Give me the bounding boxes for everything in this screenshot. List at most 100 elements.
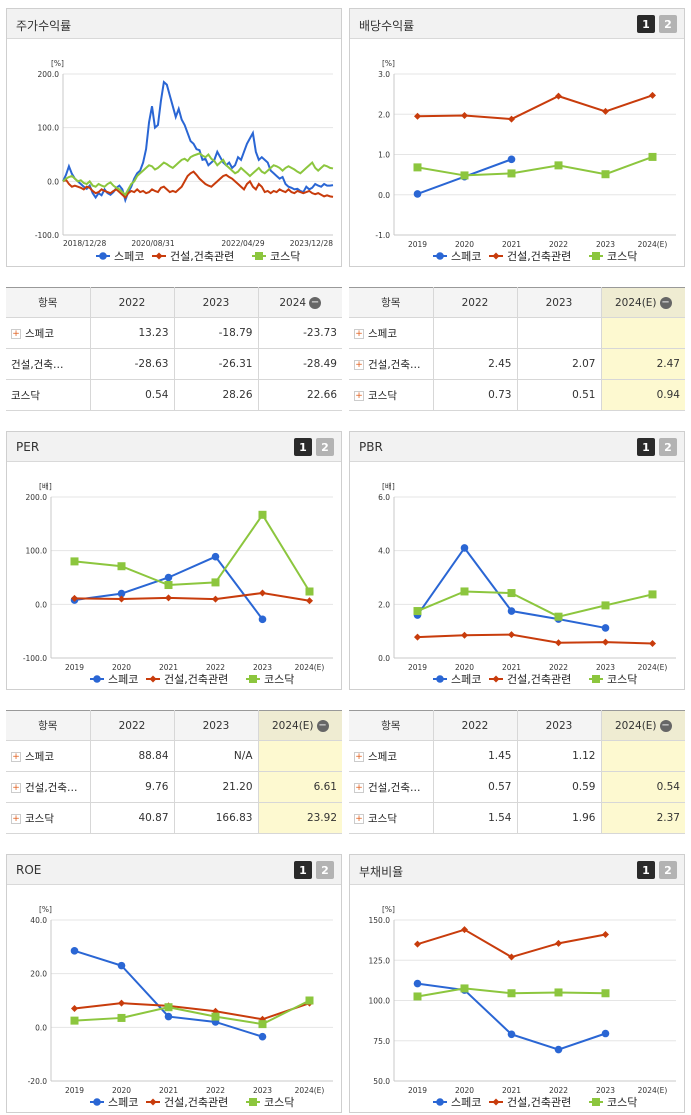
y-tick-label: 3.0 [378, 70, 390, 79]
header-label: 2024(E) [614, 296, 657, 309]
panel-title: 주가수익률 [16, 19, 72, 33]
collapse-minus-icon[interactable]: − [659, 296, 672, 309]
value-cell: 0.54 [601, 771, 685, 803]
view-2-button[interactable]: 2 [659, 861, 677, 879]
header-year: 2022 [90, 710, 175, 741]
y-tick-label: 2.0 [378, 110, 390, 119]
expand-plus-icon[interactable]: + [11, 328, 21, 339]
expand-plus-icon[interactable]: + [11, 813, 21, 824]
data-point-circle [117, 961, 126, 970]
header-label: 2024(E) [614, 719, 657, 732]
table-row: 건설,건축… -28.63 -26.31 -28.49 [6, 348, 342, 380]
data-point-square [211, 1012, 220, 1021]
value-cell: 166.83 [174, 802, 259, 834]
collapse-minus-icon[interactable]: − [309, 296, 322, 309]
x-tick-label: 2022 [206, 1086, 225, 1095]
data-point-circle [413, 979, 422, 988]
x-tick-label: 2022 [549, 663, 568, 672]
data-point-circle [601, 624, 610, 632]
header-label: 2022 [118, 719, 146, 732]
view-2-button[interactable]: 2 [659, 15, 677, 33]
header-label: 2022 [461, 296, 489, 309]
table-row: + 건설,건축… 0.57 0.59 0.54 [349, 771, 685, 803]
legend-label: 코스닥 [607, 250, 637, 263]
data-point-diamond [155, 252, 163, 260]
data-point-diamond [306, 597, 313, 605]
expand-plus-icon[interactable]: + [354, 751, 364, 762]
expand-plus-icon[interactable]: + [354, 328, 364, 339]
data-point-square [554, 612, 563, 621]
y-tick-label: 2.0 [378, 600, 390, 609]
data-point-circle [164, 573, 173, 582]
y-tick-label: 0.0 [47, 177, 59, 186]
row-name-cell: 코스닥 [6, 379, 91, 411]
table-row: + 건설,건축… 2.45 2.07 2.47 [349, 348, 685, 380]
y-tick-label: -100.0 [23, 654, 47, 663]
y-tick-label: 75.0 [373, 1037, 390, 1046]
data-point-square [413, 992, 422, 1001]
data-point-diamond [555, 639, 562, 647]
value-cell: 88.84 [90, 740, 175, 772]
view-2-button[interactable]: 2 [316, 438, 334, 456]
expand-plus-icon[interactable]: + [354, 782, 364, 793]
legend-label: 스페코 [451, 1096, 481, 1109]
legend-label: 코스닥 [264, 1096, 294, 1109]
data-point-square [249, 675, 257, 683]
data-point-square [601, 170, 610, 179]
header-year: 2022 [433, 287, 518, 318]
row-name-cell: + 스페코 [349, 317, 434, 349]
data-point-circle [258, 615, 267, 624]
row-name: 스페코 [25, 327, 54, 340]
header-year: 2022 [433, 710, 518, 741]
row-name-cell: + 스페코 [6, 317, 91, 349]
view-2-button[interactable]: 2 [659, 438, 677, 456]
row-name: 코스닥 [25, 812, 54, 825]
data-point-square [554, 988, 563, 997]
series-line [417, 155, 653, 177]
data-point-diamond [414, 940, 421, 948]
data-point-square [117, 1013, 126, 1022]
expand-plus-icon[interactable]: + [354, 813, 364, 824]
expand-plus-icon[interactable]: + [11, 751, 21, 762]
view-1-button[interactable]: 1 [637, 15, 655, 33]
data-point-square [117, 562, 126, 571]
legend-label: 건설,건축관련 [164, 1096, 228, 1109]
table-row: + 스페코 [349, 317, 685, 349]
value-cell: 28.26 [174, 379, 259, 411]
expand-plus-icon[interactable]: + [354, 359, 364, 370]
header-label: 2023 [202, 296, 230, 309]
view-1-button[interactable]: 1 [637, 861, 655, 879]
x-tick-label: 2022 [549, 240, 568, 249]
view-1-button[interactable]: 1 [637, 438, 655, 456]
data-point-square [648, 152, 657, 161]
collapse-minus-icon[interactable]: − [659, 719, 672, 732]
y-tick-label: 200.0 [26, 493, 48, 502]
data-point-square [460, 171, 469, 180]
header-year: 2024(E) − [601, 710, 685, 741]
legend-label: 스페코 [108, 1096, 138, 1109]
expand-plus-icon[interactable]: + [11, 782, 21, 793]
expand-plus-icon[interactable]: + [354, 390, 364, 401]
view-2-button[interactable]: 2 [316, 861, 334, 879]
header-label: 항목 [38, 720, 58, 732]
y-tick-label: 100.0 [26, 547, 48, 556]
view-1-button[interactable]: 1 [294, 438, 312, 456]
collapse-minus-icon[interactable]: − [316, 719, 329, 732]
row-name: 스페코 [25, 750, 54, 763]
y-tick-label: 125.0 [369, 956, 391, 965]
data-point-square [592, 252, 600, 260]
roe-chart: [%] 40.0 20.0 0.0 -20.0 2019 2020 2021 2022 2023 2… [28, 905, 333, 1109]
view-1-button[interactable]: 1 [294, 861, 312, 879]
data-point-diamond [461, 926, 468, 934]
y-tick-label: 200.0 [38, 70, 60, 79]
stock-return-chart: [%] 200.0 100.0 0.0 -100.0 2018/12/28 2020/08/… [35, 59, 333, 263]
y-tick-label: 40.0 [30, 916, 47, 925]
data-point-square [592, 675, 600, 683]
x-tick-label: 2020 [112, 663, 131, 672]
data-point-diamond [508, 631, 515, 639]
series-line [417, 928, 606, 959]
value-cell: -26.31 [174, 348, 259, 380]
value-cell: 0.57 [433, 771, 518, 803]
series-line [74, 999, 310, 1026]
